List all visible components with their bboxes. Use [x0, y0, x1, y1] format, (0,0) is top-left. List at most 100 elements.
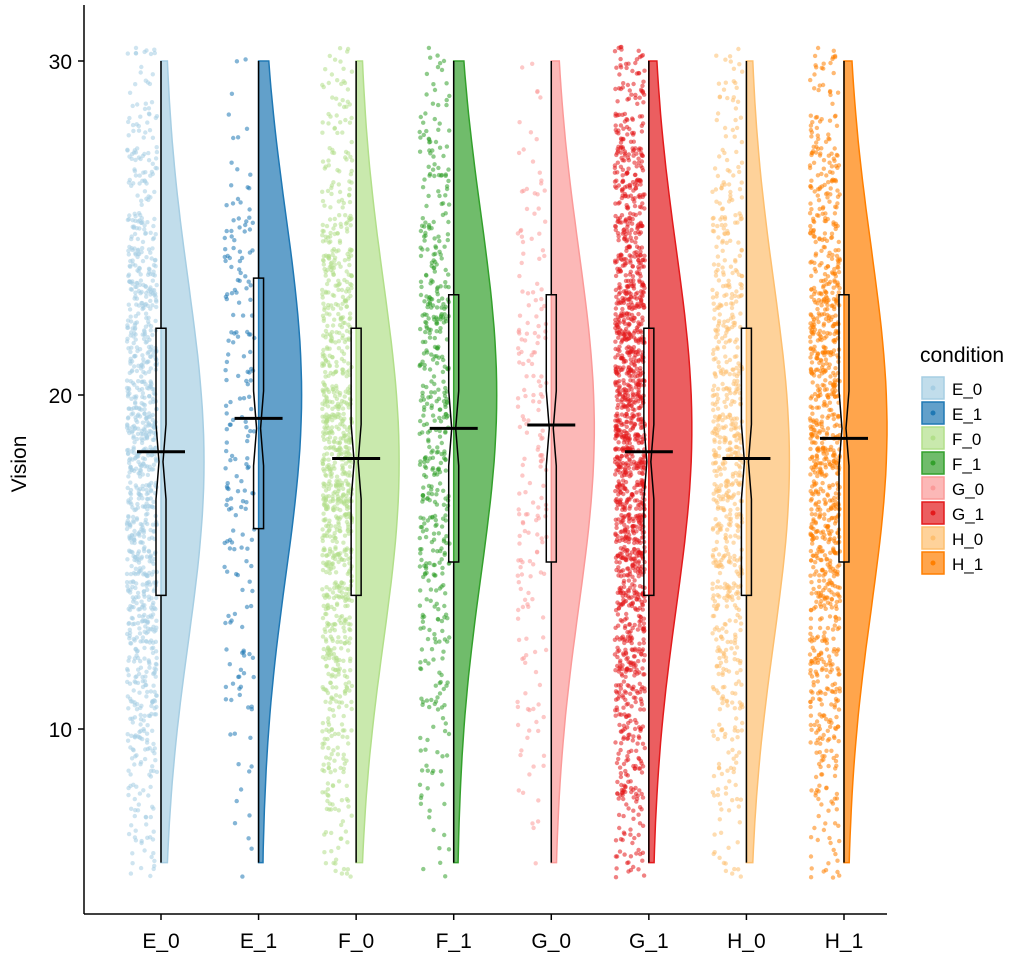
data-point	[520, 239, 526, 245]
data-point	[132, 364, 137, 369]
data-point	[536, 728, 541, 734]
data-point	[247, 394, 252, 399]
data-point	[134, 436, 140, 442]
data-point	[125, 485, 130, 491]
data-point	[139, 838, 144, 844]
data-point	[711, 407, 716, 413]
data-point	[131, 334, 136, 339]
data-point	[329, 849, 334, 854]
data-point	[344, 796, 349, 802]
data-point	[633, 95, 638, 101]
data-point	[144, 731, 150, 736]
data-point	[131, 688, 136, 693]
data-point	[322, 166, 327, 171]
data-point	[139, 703, 144, 708]
data-point	[330, 400, 335, 405]
data-point	[226, 613, 231, 619]
data-point	[320, 720, 326, 726]
data-point	[637, 670, 642, 675]
data-point	[618, 658, 623, 663]
data-point	[337, 516, 342, 522]
data-point	[634, 796, 640, 802]
data-point	[440, 656, 445, 661]
data-point	[137, 533, 142, 538]
data-point	[715, 736, 720, 742]
data-point	[735, 528, 741, 533]
data-point	[336, 845, 341, 850]
data-point	[152, 292, 157, 298]
data-point	[326, 457, 331, 462]
data-point	[338, 59, 343, 64]
data-point	[522, 387, 527, 393]
data-point	[133, 290, 138, 295]
data-point	[320, 567, 326, 573]
data-point	[621, 580, 626, 586]
data-point	[426, 193, 431, 199]
data-point	[140, 614, 145, 619]
data-point	[734, 796, 740, 802]
data-point	[132, 528, 137, 534]
data-point	[320, 461, 325, 466]
data-point	[146, 467, 152, 472]
data-point	[140, 246, 145, 251]
data-point	[229, 506, 234, 511]
data-point	[134, 653, 139, 658]
data-point	[148, 627, 153, 632]
data-point	[432, 390, 437, 395]
data-point	[324, 386, 329, 391]
data-point	[423, 272, 429, 278]
data-point	[444, 144, 450, 149]
data-point	[619, 712, 624, 717]
data-point	[613, 273, 619, 279]
jitter-points-F_0	[320, 46, 355, 879]
data-point	[622, 528, 627, 533]
data-point	[721, 860, 727, 866]
data-point	[249, 406, 254, 412]
data-point	[418, 748, 423, 753]
data-point	[130, 550, 135, 555]
data-point	[131, 435, 136, 441]
data-point	[129, 563, 134, 569]
data-point	[629, 368, 634, 373]
data-point	[642, 68, 647, 73]
data-point	[342, 258, 348, 263]
data-point	[633, 514, 639, 519]
data-point	[328, 230, 333, 236]
data-point	[715, 579, 721, 584]
data-point	[440, 754, 445, 759]
data-point	[538, 570, 544, 575]
data-point	[345, 99, 350, 105]
data-point	[222, 235, 227, 241]
data-point	[531, 373, 536, 379]
data-point	[347, 199, 353, 205]
data-point	[232, 731, 237, 736]
data-point	[323, 606, 329, 612]
data-point	[344, 220, 350, 225]
data-point	[443, 721, 448, 726]
data-point	[615, 170, 620, 175]
data-point	[728, 440, 733, 445]
data-point	[541, 483, 546, 488]
data-point	[343, 829, 349, 834]
data-point	[324, 281, 330, 287]
data-point	[329, 185, 334, 191]
data-point	[129, 733, 134, 738]
data-point	[136, 128, 142, 133]
data-point	[134, 368, 140, 374]
data-point	[717, 312, 722, 317]
data-point	[636, 867, 641, 872]
data-point	[629, 349, 634, 354]
jitter-points-F_1	[417, 45, 452, 879]
data-point	[235, 196, 241, 202]
data-point	[625, 548, 630, 553]
data-point	[320, 790, 325, 795]
data-point	[336, 261, 342, 266]
data-point	[628, 278, 634, 283]
data-point	[629, 704, 634, 709]
data-point	[427, 808, 432, 813]
data-point	[640, 257, 646, 263]
data-point	[737, 169, 742, 175]
data-point	[341, 756, 346, 761]
data-point	[349, 247, 354, 253]
data-point	[419, 696, 424, 701]
